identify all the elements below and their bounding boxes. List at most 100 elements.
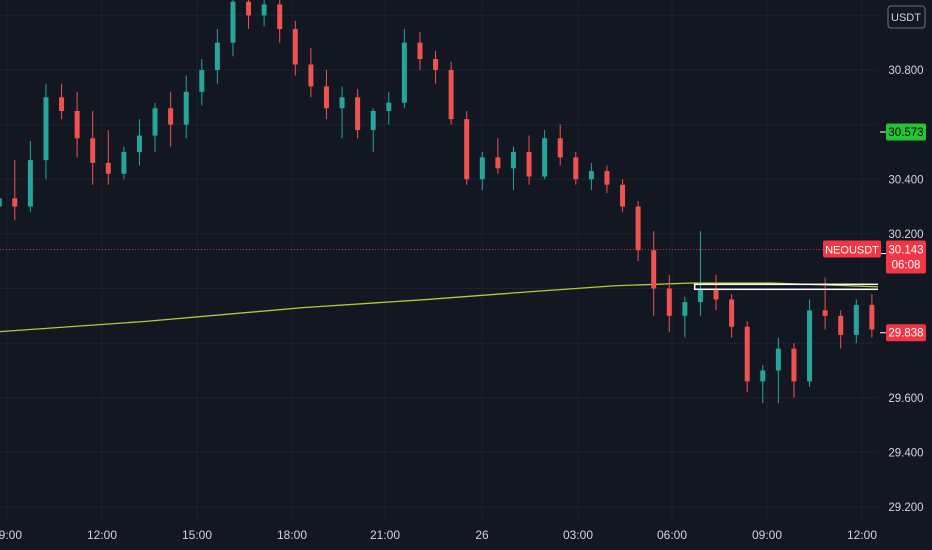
candle-body: [666, 288, 672, 316]
candle: [510, 146, 516, 191]
target-price-tag-text: 30.573: [888, 127, 923, 139]
candle: [401, 29, 407, 109]
countdown-text: 06:08: [892, 259, 921, 271]
candle: [479, 151, 485, 191]
candle: [230, 0, 236, 57]
candle-body: [604, 171, 610, 185]
candle: [214, 29, 220, 84]
candle: [292, 20, 298, 76]
candle-body: [588, 171, 594, 180]
candle-body: [152, 108, 158, 136]
candle-body: [355, 97, 361, 131]
time-tick-label: 12:00: [847, 528, 877, 542]
time-tick-label: 06:00: [657, 528, 687, 542]
symbol-text: NEOUSDT: [825, 244, 879, 256]
candle: [168, 91, 174, 147]
candle-body: [105, 162, 111, 174]
candle-body: [74, 110, 80, 139]
candle: [464, 110, 470, 185]
candle: [12, 160, 18, 221]
candle-body: [495, 157, 501, 169]
candle: [386, 91, 392, 125]
candle: [417, 31, 423, 70]
support-level-box: [693, 283, 932, 291]
candle-body: [386, 102, 392, 111]
currency-label: USDT: [887, 5, 926, 29]
price-tick-label: 30.400: [888, 174, 923, 186]
candle: [183, 75, 189, 139]
candle: [604, 165, 610, 193]
candle: [495, 138, 501, 174]
candle-body: [479, 157, 485, 180]
price-tick-label: 29.600: [888, 393, 923, 405]
candle: [59, 83, 65, 120]
candle: [323, 70, 329, 120]
candle: [822, 277, 828, 330]
candle: [807, 299, 813, 387]
candle-body: [807, 310, 813, 382]
candle: [729, 293, 735, 338]
candle: [697, 231, 703, 316]
candle-body: [433, 59, 439, 70]
candle-body: [760, 370, 766, 382]
candle-body: [230, 1, 236, 43]
candle: [666, 274, 672, 333]
moving-average-line: [0, 282, 932, 333]
current-price-tag: 30.143 06:08: [886, 240, 926, 274]
candle-body: [261, 4, 267, 16]
candle-body: [183, 91, 189, 125]
candle-body: [791, 348, 797, 382]
candle: [573, 151, 579, 185]
stop-price-tag-box: [886, 324, 926, 342]
time-axis[interactable]: 09:00 12:00 15:00 18:00 21:00 26 03:00 06:00 09:…: [0, 528, 877, 542]
price-tick-label: 30.800: [888, 65, 923, 77]
candle-body: [775, 348, 781, 371]
candle: [355, 89, 361, 139]
candle: [869, 293, 875, 338]
candle-body: [557, 138, 563, 158]
candle-body: [526, 151, 532, 177]
candle-body: [510, 151, 516, 169]
candle: [526, 135, 532, 185]
candle: [27, 141, 33, 213]
candle: [339, 86, 345, 139]
price-tick-label: 29.200: [888, 502, 923, 514]
current-price-box: [886, 240, 926, 274]
candle: [620, 179, 626, 213]
candle-body: [401, 42, 407, 103]
price-axis-background: [878, 0, 932, 550]
price-axis[interactable]: USDT 30.800 30.400 30.200 29.600 29.400 29.200: [878, 0, 932, 550]
stop-price-tag: 29.838: [886, 324, 926, 342]
time-tick-label: 18:00: [277, 528, 307, 542]
candle-body: [12, 198, 18, 207]
candle: [651, 231, 657, 316]
candle-body: [136, 135, 142, 152]
candle-body: [246, 1, 252, 16]
candle: [43, 83, 49, 180]
candle-body: [838, 315, 844, 335]
candle-body: [697, 288, 703, 303]
long-position-tool[interactable]: [693, 132, 932, 333]
candle-body: [573, 157, 579, 180]
candle: [74, 91, 80, 158]
time-tick-label: 21:00: [370, 528, 400, 542]
candle-body: [27, 160, 33, 207]
candle: [199, 59, 205, 106]
candle-body: [43, 97, 49, 161]
candle: [588, 162, 594, 191]
currency-text: USDT: [891, 12, 921, 24]
candle-body: [651, 250, 657, 289]
candle: [635, 201, 641, 262]
currency-badge: [887, 5, 926, 29]
target-price-tag: 30.573: [886, 123, 926, 141]
candle-body: [620, 184, 626, 207]
price-tick-label: 30.200: [888, 229, 923, 241]
candle-body: [869, 304, 875, 330]
candle-body: [853, 304, 859, 335]
candle-body: [713, 288, 719, 300]
candle-body: [308, 64, 314, 87]
candle-body: [0, 198, 2, 207]
